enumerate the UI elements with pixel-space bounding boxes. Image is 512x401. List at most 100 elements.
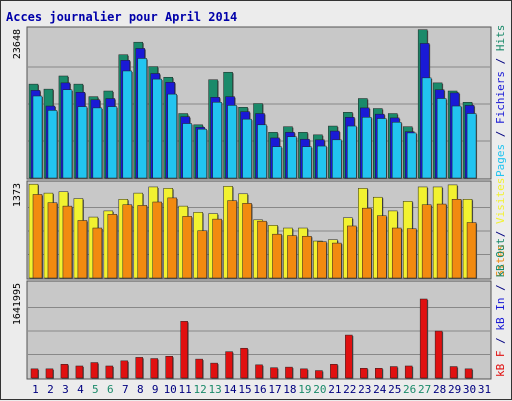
legend-entry: Fichiers	[494, 71, 507, 124]
bar	[210, 362, 218, 379]
bar	[107, 214, 118, 279]
legend-entry: /	[494, 331, 507, 351]
bar	[227, 105, 237, 179]
bar	[240, 347, 248, 379]
bar	[180, 321, 188, 379]
bar	[285, 366, 293, 379]
x-tick-label: 8	[137, 383, 144, 396]
x-tick-label: 30	[463, 383, 476, 396]
bar	[315, 370, 323, 379]
bar	[32, 95, 43, 179]
bar	[242, 118, 252, 179]
panel-kbytes: 1641995 kB F / kB In / kB Out	[12, 238, 507, 380]
bar	[391, 122, 402, 179]
x-tick-label: 27	[418, 383, 431, 396]
bar	[466, 113, 477, 179]
x-tick-label: 4	[77, 383, 84, 396]
bar	[347, 125, 357, 179]
bar	[212, 218, 222, 279]
bar	[270, 367, 278, 379]
bar	[300, 368, 308, 379]
panel-max-label: 23648	[12, 29, 23, 59]
panel-legend: Sites / Visites	[494, 178, 507, 277]
x-tick-label: 16	[253, 383, 266, 396]
legend-entry: /	[494, 224, 507, 244]
x-tick-label: 21	[328, 383, 341, 396]
bar	[152, 201, 162, 279]
bar	[332, 139, 342, 179]
x-tick-label: 18	[283, 383, 296, 396]
bar	[122, 70, 133, 179]
bar	[347, 225, 357, 279]
bar	[212, 102, 222, 179]
bar	[167, 93, 177, 179]
bar	[317, 145, 327, 179]
bar	[434, 330, 443, 379]
x-tick-label: 2	[47, 383, 54, 396]
legend-entry: Pages	[494, 144, 507, 177]
x-tick-label: 23	[358, 383, 371, 396]
bar	[257, 124, 267, 179]
x-tick-label: 17	[268, 383, 281, 396]
bar	[377, 215, 387, 279]
bar	[421, 204, 432, 279]
x-tick-label: 7	[122, 383, 129, 396]
panel-visits: 1373 Sites / Visites	[12, 178, 507, 280]
x-tick-label: 31	[478, 383, 491, 396]
bar	[404, 365, 413, 379]
x-tick-label: 11	[179, 383, 192, 396]
bar	[330, 364, 338, 379]
bar	[137, 58, 148, 179]
x-tick-label: 24	[373, 383, 387, 396]
bar	[45, 368, 54, 379]
x-tick-label: 5	[92, 383, 99, 396]
bar	[466, 222, 477, 279]
bar	[255, 364, 263, 379]
legend-entry: Hits	[494, 25, 507, 52]
x-tick-label: 19	[298, 383, 311, 396]
bar	[92, 107, 103, 179]
bar	[90, 362, 99, 379]
bar	[62, 205, 73, 279]
bar	[182, 123, 192, 179]
x-axis: 1 2 3 4 5 6 7 8 9 10 11 12 13 14 15 16 17 18 19 20 21 22 23 24 2…	[32, 383, 491, 396]
x-tick-label: 28	[433, 383, 446, 396]
bar	[362, 117, 372, 179]
x-tick-label: 14	[223, 383, 237, 396]
bar	[47, 110, 58, 179]
bar	[182, 216, 192, 279]
bar	[77, 106, 88, 179]
bar	[152, 78, 162, 179]
panel-legend: Pages / Fichiers / Hits	[494, 25, 507, 177]
x-tick-label: 13	[208, 383, 221, 396]
bar	[464, 368, 473, 379]
x-tick-label: 22	[343, 383, 356, 396]
bar	[362, 207, 372, 279]
bar	[77, 220, 88, 279]
panel-hits: 23648 Pages / Fichiers / Hits	[12, 25, 507, 180]
bar	[32, 194, 43, 279]
bar	[360, 368, 368, 379]
bar	[421, 77, 432, 179]
legend-entry: /	[494, 278, 507, 298]
bar	[30, 368, 39, 379]
x-tick-label: 1	[32, 383, 39, 396]
bar	[317, 241, 327, 279]
x-tick-label: 12	[194, 383, 207, 396]
x-tick-label: 25	[388, 383, 401, 396]
bar	[272, 146, 282, 179]
bar	[75, 365, 84, 379]
bar	[451, 199, 462, 279]
legend-entry: /	[494, 51, 507, 71]
legend-entry: Sites	[494, 244, 507, 277]
x-tick-label: 15	[238, 383, 251, 396]
bar	[302, 235, 312, 279]
legend-entry: kB In	[494, 298, 507, 331]
legend-entry: /	[494, 124, 507, 144]
bar	[287, 235, 297, 279]
legend-entry: Visites	[494, 178, 507, 224]
chart-title: Acces journalier pour April 2014	[6, 10, 237, 24]
chart-panels: 23648 Pages / Fichiers / Hits 1373 Sites / …	[12, 25, 507, 380]
